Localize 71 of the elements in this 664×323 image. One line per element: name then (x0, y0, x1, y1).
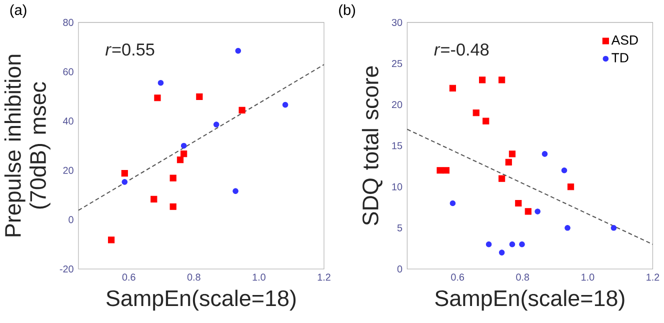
x-tick-label: 1.2 (318, 273, 330, 280)
x-axis-title: SampEn(scale=18) (435, 290, 624, 310)
y-axis-title: SDQ total score (362, 66, 382, 225)
y-tick-label: 20 (392, 100, 402, 108)
y-tick-label: 10 (392, 183, 402, 190)
x-tick-label: 1.2 (646, 273, 660, 280)
point (176, 156, 184, 163)
point (567, 183, 574, 190)
point (498, 249, 505, 256)
x-tick-label: 0.6 (122, 273, 136, 280)
point (486, 241, 492, 248)
legend-label: ASD (611, 35, 638, 45)
y-tick-label: -20 (60, 265, 74, 272)
y-tick-label: 15 (392, 142, 402, 149)
chart-title: (a) (10, 4, 26, 18)
point (509, 241, 516, 248)
point (498, 76, 506, 84)
point (121, 170, 128, 176)
point (150, 196, 158, 202)
point (449, 84, 456, 92)
point (170, 174, 176, 182)
point (561, 167, 568, 174)
point (122, 178, 128, 185)
x-tick-label: 0.8 (187, 273, 200, 280)
x-tick-label: 1.0 (252, 273, 266, 280)
point (472, 109, 480, 116)
point (282, 102, 288, 108)
y-tick-label: 5 (397, 224, 402, 232)
annotation: r=0.55 (105, 43, 154, 56)
point (498, 175, 506, 182)
x-tick-label: 1.0 (582, 273, 594, 280)
point (235, 48, 242, 54)
point (515, 200, 522, 206)
y-tick-label: 40 (62, 117, 74, 124)
x-axis-title: SampEn(scale=18) (106, 290, 296, 310)
x-tick-label: 0.8 (516, 273, 530, 280)
point (196, 93, 203, 100)
y-tick-label: 0 (397, 265, 402, 272)
point (158, 80, 164, 86)
point (450, 200, 456, 206)
point (213, 121, 220, 128)
point (478, 76, 486, 84)
annotation: r=-0.48 (434, 43, 489, 56)
point (524, 208, 532, 215)
y-axis-title: Prepulse inhibition (70dB) msec (4, 54, 50, 236)
point (238, 106, 246, 114)
y-tick-label: 60 (63, 68, 74, 76)
y-tick-label: 80 (63, 18, 74, 26)
y-tick-label: 30 (392, 18, 402, 26)
point (442, 166, 450, 174)
point (154, 94, 161, 101)
y-tick-label: 20 (63, 166, 74, 174)
y-tick-label: 25 (392, 60, 402, 67)
point (508, 150, 516, 158)
point (436, 166, 444, 174)
point (180, 142, 187, 148)
chart-title: (b) (339, 4, 356, 18)
point (180, 150, 188, 157)
point (108, 236, 115, 243)
point (232, 188, 238, 194)
point (534, 208, 540, 214)
y-tick-label: 0 (68, 216, 74, 223)
point (542, 150, 548, 157)
point (170, 203, 176, 210)
x-tick-label: 0.6 (451, 273, 464, 280)
point (610, 224, 617, 231)
point (564, 224, 570, 231)
point (482, 118, 490, 124)
point (519, 241, 525, 248)
point (505, 158, 512, 166)
legend-label: TD (612, 52, 628, 62)
